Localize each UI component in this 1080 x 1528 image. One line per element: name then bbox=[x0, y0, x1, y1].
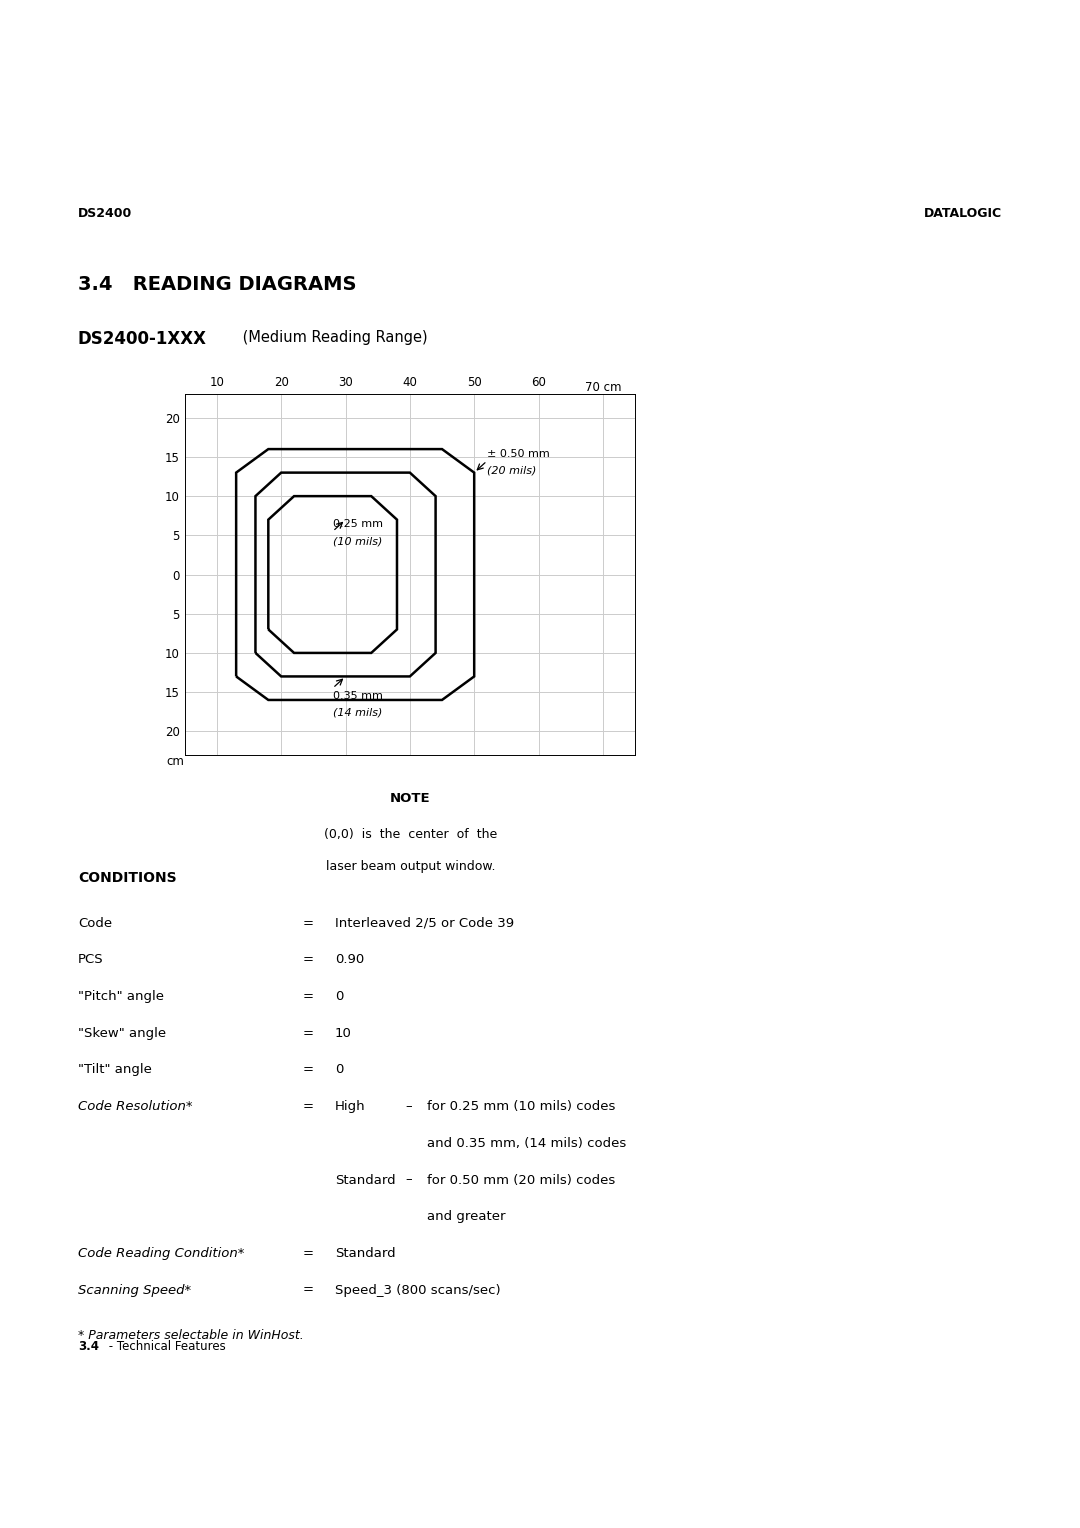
Text: "Tilt" angle: "Tilt" angle bbox=[78, 1063, 151, 1077]
Text: Code Reading Condition*: Code Reading Condition* bbox=[78, 1247, 244, 1261]
Text: –: – bbox=[405, 1100, 411, 1114]
Text: for 0.50 mm (20 mils) codes: for 0.50 mm (20 mils) codes bbox=[427, 1174, 615, 1187]
Text: * Parameters selectable in WinHost.: * Parameters selectable in WinHost. bbox=[78, 1329, 303, 1343]
Text: "Pitch" angle: "Pitch" angle bbox=[78, 990, 164, 1004]
Text: =: = bbox=[302, 1100, 313, 1114]
Text: –: – bbox=[405, 1174, 411, 1187]
Text: NOTE: NOTE bbox=[390, 792, 431, 805]
Text: CONDITIONS: CONDITIONS bbox=[78, 871, 176, 885]
Text: High: High bbox=[335, 1100, 365, 1114]
Text: =: = bbox=[302, 1247, 313, 1261]
Text: DATALOGIC: DATALOGIC bbox=[924, 206, 1002, 220]
Text: 10: 10 bbox=[335, 1027, 352, 1041]
Text: PCS: PCS bbox=[78, 953, 104, 967]
Text: (20 mils): (20 mils) bbox=[487, 466, 537, 475]
Text: 0.35 mm: 0.35 mm bbox=[333, 691, 382, 700]
Text: (0,0)  is  the  center  of  the: (0,0) is the center of the bbox=[324, 828, 497, 842]
Text: "Skew" angle: "Skew" angle bbox=[78, 1027, 166, 1041]
Text: and greater: and greater bbox=[427, 1210, 505, 1224]
Text: 70 cm: 70 cm bbox=[584, 380, 621, 394]
Text: =: = bbox=[302, 1063, 313, 1077]
Text: Scanning Speed*: Scanning Speed* bbox=[78, 1284, 191, 1297]
Text: (14 mils): (14 mils) bbox=[333, 707, 382, 718]
Text: =: = bbox=[302, 953, 313, 967]
Text: =: = bbox=[302, 1027, 313, 1041]
Text: (Medium Reading Range): (Medium Reading Range) bbox=[238, 330, 428, 345]
Text: DS2400-1XXX: DS2400-1XXX bbox=[78, 330, 206, 348]
Text: 3.4   READING DIAGRAMS: 3.4 READING DIAGRAMS bbox=[78, 275, 356, 293]
Text: =: = bbox=[302, 917, 313, 931]
Text: ± 0.50 mm: ± 0.50 mm bbox=[487, 449, 550, 458]
Text: (10 mils): (10 mils) bbox=[333, 536, 382, 547]
Text: 0.90: 0.90 bbox=[335, 953, 364, 967]
Text: 0.25 mm: 0.25 mm bbox=[333, 520, 382, 529]
Text: cm: cm bbox=[166, 755, 185, 769]
Text: laser beam output window.: laser beam output window. bbox=[326, 860, 495, 874]
Text: =: = bbox=[302, 990, 313, 1004]
Text: for 0.25 mm (10 mils) codes: for 0.25 mm (10 mils) codes bbox=[427, 1100, 615, 1114]
Text: 0: 0 bbox=[335, 990, 343, 1004]
Text: Code Resolution*: Code Resolution* bbox=[78, 1100, 192, 1114]
Text: Speed_3 (800 scans/sec): Speed_3 (800 scans/sec) bbox=[335, 1284, 500, 1297]
Text: =: = bbox=[302, 1284, 313, 1297]
Text: Code: Code bbox=[78, 917, 112, 931]
Text: Interleaved 2/5 or Code 39: Interleaved 2/5 or Code 39 bbox=[335, 917, 514, 931]
Text: - Technical Features: - Technical Features bbox=[105, 1340, 226, 1354]
Text: and 0.35 mm, (14 mils) codes: and 0.35 mm, (14 mils) codes bbox=[427, 1137, 625, 1151]
Text: Standard: Standard bbox=[335, 1174, 395, 1187]
Text: Standard: Standard bbox=[335, 1247, 395, 1261]
Text: DS2400: DS2400 bbox=[78, 206, 132, 220]
Text: 3.4: 3.4 bbox=[78, 1340, 98, 1354]
Text: 0: 0 bbox=[335, 1063, 343, 1077]
